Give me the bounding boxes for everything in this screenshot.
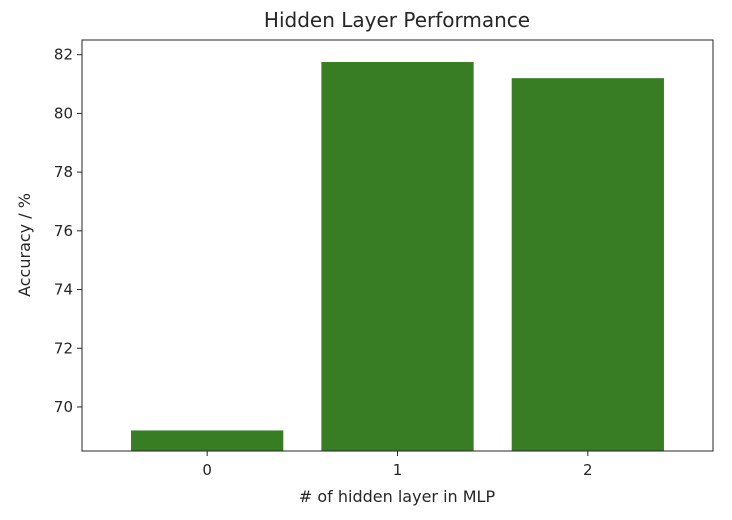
x-tick-label: 2: [583, 461, 593, 479]
bar-0: [131, 430, 284, 451]
y-tick-label: 82: [54, 46, 73, 64]
y-tick-label: 70: [54, 398, 73, 416]
y-tick-label: 76: [54, 222, 73, 240]
bar-1: [321, 62, 474, 452]
y-tick-label: 72: [54, 339, 73, 357]
y-axis-ticks: 70 72 74 76 78 80 82: [54, 46, 82, 416]
x-axis-ticks: 0 1 2: [202, 451, 593, 479]
bars-group: [131, 62, 664, 452]
y-tick-label: 74: [54, 281, 73, 299]
x-tick-label: 1: [393, 461, 403, 479]
y-tick-label: 78: [54, 163, 73, 181]
plot-frame: [81, 39, 714, 452]
y-tick-label: 80: [54, 104, 73, 122]
chart-title: Hidden Layer Performance: [264, 8, 530, 32]
bar-2: [511, 78, 664, 452]
x-axis-label: # of hidden layer in MLP: [299, 487, 496, 506]
y-axis-label: Accuracy / %: [15, 193, 34, 297]
x-tick-label: 0: [202, 461, 212, 479]
